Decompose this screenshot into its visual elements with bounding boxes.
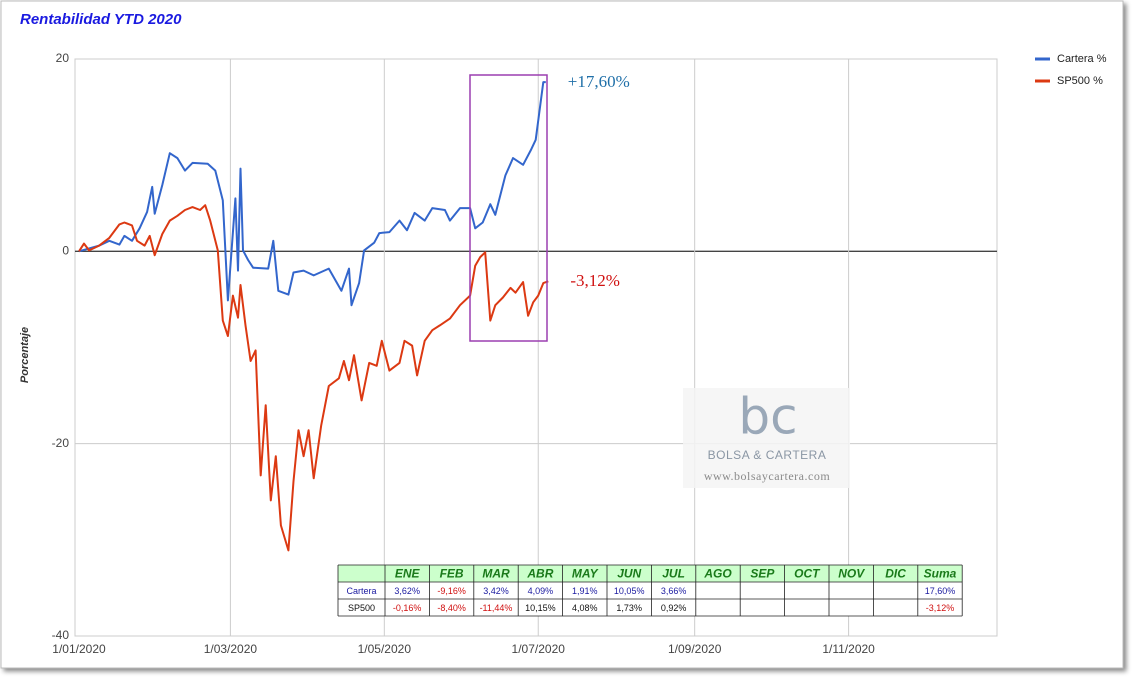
watermark-logo: bc [738,388,797,446]
x-tick-label: 1/09/2020 [668,642,722,656]
table-header: MAR [482,567,510,581]
annotation: +17,60% [568,72,630,91]
table-cell: -11,44% [480,603,513,613]
table-cell: 3,62% [394,586,420,596]
y-tick-label: -40 [52,628,70,642]
chart-title: Rentabilidad YTD 2020 [20,11,182,28]
table-cell: 0,92% [661,603,687,613]
table-header: FEB [440,567,464,581]
table-cell: 3,42% [483,586,509,596]
x-tick-label: 1/07/2020 [512,642,566,656]
table-header: JUN [617,567,641,581]
table-header: SEP [750,567,775,581]
table-header: ABR [526,567,553,581]
table-header: NOV [838,567,865,581]
series-lines: +17,60% -3,12% [78,72,630,552]
series-line [78,81,546,307]
highlight-box [469,74,548,342]
table-cell: -0,16% [393,603,422,613]
watermark: bc BOLSA & CARTERA www.bolsaycartera.com [683,388,850,488]
table-cell: 10,15% [525,603,556,613]
table-cell: -8,40% [437,603,466,613]
legend: Cartera % SP500 % [1035,53,1107,87]
legend-label: SP500 % [1057,75,1103,87]
annotation: -3,12% [570,271,620,290]
table-cell: 1,91% [572,586,598,596]
series-line [78,204,549,552]
table-cell: 1,73% [616,603,642,613]
table-header: DIC [885,567,906,581]
watermark-box [683,388,850,488]
table-header: Suma [924,567,957,581]
y-tick-label: -20 [52,436,70,450]
table-cell: 3,66% [661,586,687,596]
table-header: AGO [703,567,732,581]
table-cell: -3,12% [926,603,955,613]
watermark-name: BOLSA & CARTERA [708,448,827,462]
x-tick-label: 1/05/2020 [358,642,412,656]
table-header: ENE [395,567,421,581]
y-tick-label: 20 [56,51,70,65]
table-cell: 4,08% [572,603,598,613]
table-cell: -9,16% [437,586,466,596]
table-header: OCT [794,567,821,581]
table-cell: 4,09% [528,586,554,596]
plot-area [74,58,998,637]
table-header: MAY [572,567,599,581]
table-cell: 17,60% [925,586,956,596]
table-header-bg [338,565,963,582]
y-tick-label: 0 [62,244,69,258]
table: ENE FEB MAR ABR MAY JUN JUL AGO SEP OCT NOV DIC Suma… [337,564,963,617]
table-header: JUL [662,567,685,581]
x-tick-label: 1/11/2020 [822,642,875,656]
x-tick-label: 1/01/2020 [52,642,106,656]
watermark-url: www.bolsaycartera.com [704,469,831,483]
table-cell: 10,05% [614,586,645,596]
x-tick-label: 1/03/2020 [204,642,258,656]
table-row-label: SP500 [348,603,375,613]
y-axis-label: Porcentaje [19,327,31,383]
legend-label: Cartera % [1057,53,1107,65]
table-row-label: Cartera [346,586,376,596]
